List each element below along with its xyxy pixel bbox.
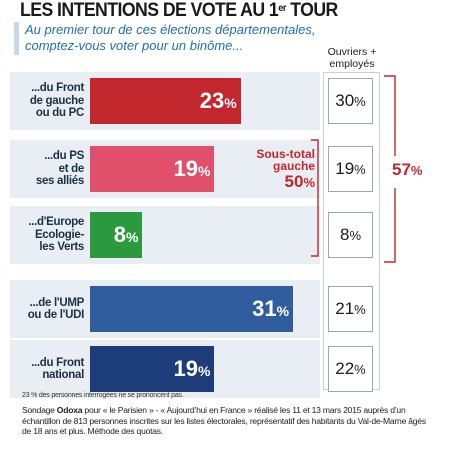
ouvriers-value-box: 8%	[328, 212, 373, 258]
category-label: ...du PS et de ses alliés	[35, 150, 84, 188]
column-header-line-2: employés	[329, 58, 375, 70]
bar	[90, 78, 241, 124]
category-panel	[10, 206, 320, 264]
ouvriers-value-box: 30%	[328, 78, 373, 124]
bar-value-label: 8%	[113, 222, 139, 247]
bar	[90, 146, 215, 192]
bar	[90, 286, 294, 332]
source-text: Sondage Odoxa pour « le Parisien » - « A…	[22, 405, 426, 436]
total-left-annotation: 57%	[392, 160, 423, 179]
ouvriers-value-box: 22%	[328, 346, 373, 392]
bar-value-label: 19%	[173, 156, 211, 181]
column-header-ouvriers: Ouvriers + employés	[322, 46, 382, 70]
category-label: ...du Front national	[31, 356, 84, 382]
column-header-line-1: Ouvriers +	[327, 46, 377, 58]
bar	[90, 212, 143, 258]
bar-value-label: 31%	[252, 296, 290, 321]
subtotal-line-1: Sous-total	[256, 147, 315, 161]
category-label: ...d'Europe Ecologie-les Verts	[28, 216, 84, 254]
footnote: 23 % des personnes interrogées ne se pro…	[22, 392, 184, 399]
bar-value-label: 19%	[173, 356, 211, 381]
chart-title: LES INTENTIONS DE VOTE AU 1er TOUR	[20, 0, 338, 21]
ouvriers-value-box: 21%	[328, 286, 373, 332]
category-label: ...de l'UMP ou de l'UDI	[27, 296, 85, 322]
subtitle-accent-bar	[14, 22, 19, 55]
subtotal-value: 50%	[284, 172, 315, 191]
bar	[90, 346, 215, 392]
subtotal-left-annotation: Sous-total gauche 50%	[245, 148, 315, 193]
bar-value-label: 23%	[199, 88, 237, 113]
subtotal-line-2: gauche	[272, 159, 315, 173]
category-label: ...du Front de gauche ou du PC	[29, 82, 84, 120]
ouvriers-value-box: 19%	[328, 146, 373, 192]
chart-subtitle: Au premier tour de ces élections départe…	[25, 22, 316, 53]
